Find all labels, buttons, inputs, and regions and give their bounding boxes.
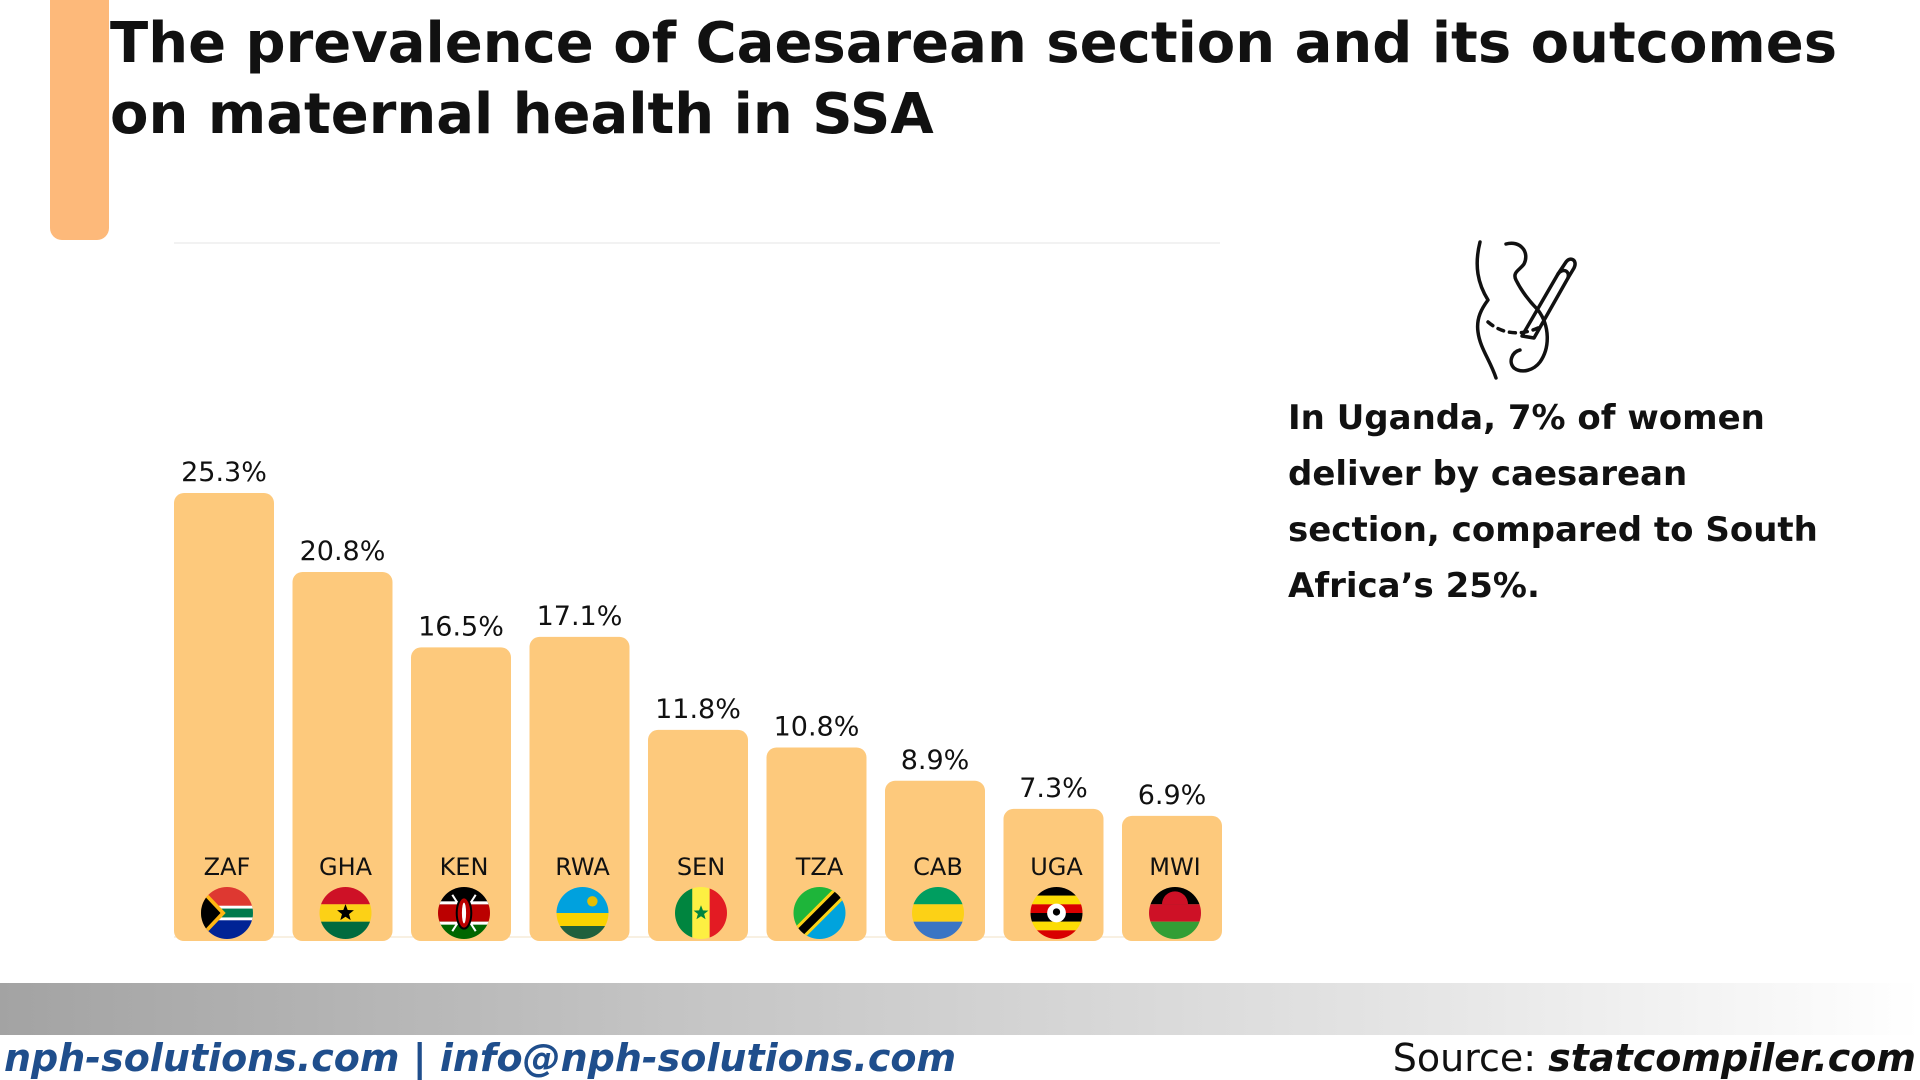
callout-text: In Uganda, 7% of women deliver by caesar… [1288,398,1818,606]
bar-value-label: 11.8% [655,694,741,725]
bar-value-label: 10.8% [774,711,860,742]
south-africa-flag-icon [201,887,253,939]
bar-chart: 25.3% ZAF 20.8% GHA 16.5% KEN 17.1% RWA 11.8% SEN… [160,235,1230,945]
bar-zaf [174,492,274,941]
senegal-flag-icon [675,887,727,939]
bar-value-label: 16.5% [418,611,504,642]
bar-value-label: 8.9% [901,745,970,776]
accent-bar [50,0,109,240]
chart-svg: 25.3% ZAF 20.8% GHA 16.5% KEN 17.1% RWA 11.8% SEN… [174,242,1222,941]
bar-sen [648,729,748,941]
bar-value-label: 6.9% [1138,780,1207,811]
footer-band [0,983,1920,1035]
bar-value-label: 25.3% [181,457,267,488]
bar-category-label: UGA [1030,853,1083,881]
bar-ken [411,647,511,941]
bar-category-label: GHA [319,853,373,881]
tanzania-flag-icon [793,887,846,939]
bar-value-label: 20.8% [300,536,386,567]
footer-contact[interactable]: nph-solutions.com | info@nph-solutions.c… [4,1036,957,1080]
gabon-flag-icon [912,887,964,939]
bar-tza [766,747,867,941]
page-title: The prevalence of Caesarean section and … [110,11,1838,147]
bar-rwa [529,636,630,941]
rwanda-flag-icon [556,887,609,939]
bar-gha [292,571,393,941]
bar-category-label: RWA [555,853,610,881]
footer-source: Source: statcompiler.com [1393,1036,1916,1080]
bar-category-label: MWI [1149,853,1201,881]
bar-category-label: TZA [795,853,844,881]
bar-category-label: SEN [677,853,725,881]
bar-category-label: ZAF [204,853,251,881]
bar-category-label: KEN [440,853,489,881]
ghana-flag-icon [319,887,372,939]
bar-value-label: 17.1% [537,601,623,632]
bar-category-label: CAB [913,853,963,881]
pregnancy-caesarean-icon [1475,240,1577,380]
uganda-flag-icon [1030,887,1083,939]
source-label: Source: [1392,1036,1549,1080]
kenya-flag-icon [438,887,490,939]
malawi-flag-icon [1149,887,1201,939]
source-link[interactable]: statcompiler.com [1548,1036,1916,1080]
bar-value-label: 7.3% [1019,773,1088,804]
